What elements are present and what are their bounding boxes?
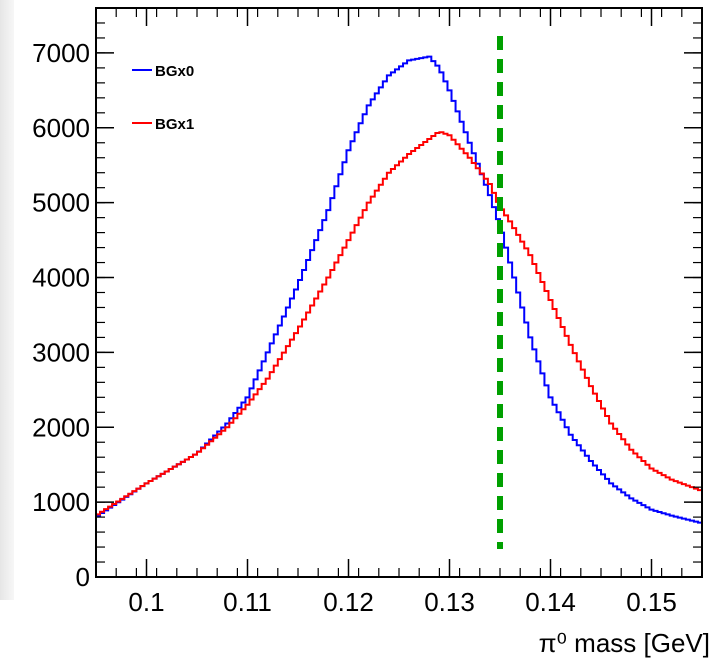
- y-tick-label: 3000: [32, 337, 90, 367]
- series-line-bgx1: [96, 131, 702, 516]
- y-tick-label: 7000: [32, 38, 90, 68]
- y-tick-label: 4000: [32, 263, 90, 293]
- plot-frame: [95, 7, 703, 578]
- legend-label-bgx1: BGx1: [155, 116, 194, 133]
- x-tick-label: 0.13: [424, 587, 475, 617]
- legend-label-bgx0: BGx0: [155, 63, 194, 80]
- y-tick-label: 2000: [32, 412, 90, 442]
- x-tick-label: 0.1: [128, 587, 164, 617]
- window-edge-shadow: [0, 0, 14, 600]
- x-tick-label: 0.14: [525, 587, 576, 617]
- legend: BGx0 BGx1: [132, 63, 194, 133]
- y-tick-label: 1000: [32, 487, 90, 517]
- x-axis-title: π⁰ mass [GeV]: [539, 628, 710, 658]
- x-tick-label: 0.11: [223, 587, 272, 617]
- ticks-layer: 0.1 0.11 0.12 0.13 0.14 0.15 0 1000 2000 3000 4000…: [32, 7, 703, 617]
- y-tick-label: 5000: [32, 188, 90, 218]
- x-tick-label: 0.12: [323, 587, 374, 617]
- series-layer: [96, 55, 702, 524]
- y-tick-label: 0: [76, 562, 90, 592]
- x-tick-label: 0.15: [626, 587, 677, 617]
- y-tick-label: 6000: [32, 113, 90, 143]
